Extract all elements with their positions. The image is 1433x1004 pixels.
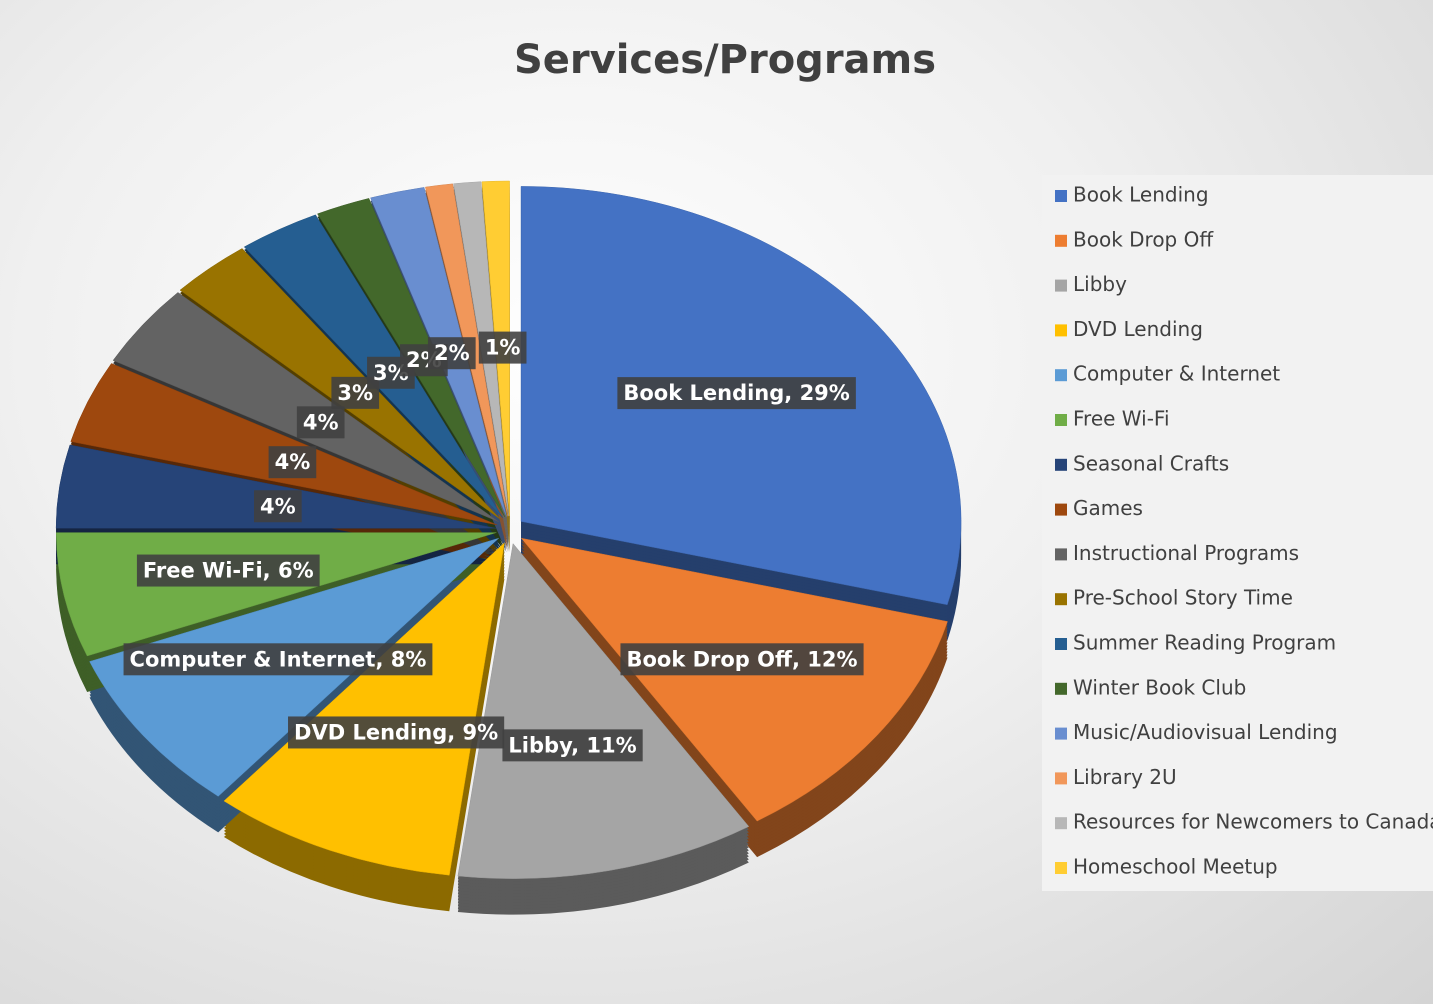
- legend-swatch: [1055, 414, 1067, 426]
- legend-swatch: [1055, 638, 1067, 650]
- data-label-box: [478, 331, 527, 364]
- data-label-box: [617, 377, 856, 410]
- legend-swatch: [1055, 458, 1067, 471]
- legend-swatch: [1055, 369, 1067, 382]
- data-label-box: [427, 337, 476, 370]
- legend-label: Music/Audiovisual Lending: [1073, 720, 1338, 744]
- legend-swatch: [1055, 279, 1067, 292]
- data-label-box: [296, 406, 345, 439]
- legend-label: Book Drop Off: [1073, 227, 1214, 251]
- slice: [520, 537, 948, 822]
- legend-label: Homeschool Meetup: [1073, 855, 1278, 879]
- legend-label: Seasonal Crafts: [1073, 451, 1229, 475]
- data-label: DVD Lending, 9%: [294, 720, 498, 744]
- data-label-box: [502, 729, 643, 762]
- legend-swatch: [1055, 817, 1067, 830]
- legend-swatch: [1055, 190, 1067, 202]
- legend-swatch: [1055, 593, 1067, 606]
- legend-label: Computer & Internet: [1073, 362, 1280, 386]
- legend-label: Instructional Programs: [1073, 541, 1299, 565]
- data-label-box: [136, 554, 320, 587]
- slice: [223, 542, 505, 876]
- legend-swatch: [1055, 772, 1067, 785]
- legend-label: Winter Book Club: [1073, 675, 1246, 699]
- data-label: Computer & Internet, 8%: [130, 647, 427, 671]
- legend-swatch: [1055, 548, 1067, 561]
- data-label: 4%: [303, 410, 339, 434]
- data-label-box: [268, 446, 317, 479]
- slice: [55, 444, 497, 529]
- legend-box: [1042, 175, 1433, 891]
- legend-label: Free Wi-Fi: [1073, 407, 1170, 431]
- slice: [457, 543, 750, 879]
- legend-label: Book Lending: [1073, 183, 1209, 207]
- data-label: Book Lending, 29%: [623, 381, 849, 405]
- slice: [70, 363, 498, 526]
- data-label: 2%: [434, 341, 470, 365]
- legend-label: Games: [1073, 496, 1143, 520]
- legend-label: Library 2U: [1073, 765, 1177, 789]
- data-label: Libby, 11%: [508, 733, 636, 757]
- data-label: Book Drop Off, 12%: [626, 647, 857, 671]
- data-label: Free Wi-Fi, 6%: [143, 559, 314, 583]
- legend-label: Summer Reading Program: [1073, 631, 1336, 655]
- legend-swatch: [1055, 324, 1067, 337]
- legend-swatch: [1055, 682, 1067, 695]
- legend-swatch: [1055, 503, 1067, 516]
- legend-swatch: [1055, 862, 1067, 874]
- data-label: 4%: [260, 494, 296, 518]
- data-label-box: [620, 643, 864, 676]
- data-label: 1%: [485, 336, 521, 360]
- legend-swatch: [1055, 727, 1067, 740]
- legend-swatch: [1055, 234, 1067, 247]
- legend-label: DVD Lending: [1073, 317, 1203, 341]
- data-label-box: [288, 716, 505, 749]
- legend-label: Libby: [1073, 272, 1127, 296]
- chart-title: Services/Programs: [514, 37, 936, 83]
- data-label-box: [254, 490, 302, 523]
- data-label-box: [123, 643, 433, 676]
- legend-label: Resources for Newcomers to Canada: [1073, 810, 1433, 834]
- data-label: 4%: [275, 450, 311, 474]
- legend-label: Pre-School Story Time: [1073, 586, 1293, 610]
